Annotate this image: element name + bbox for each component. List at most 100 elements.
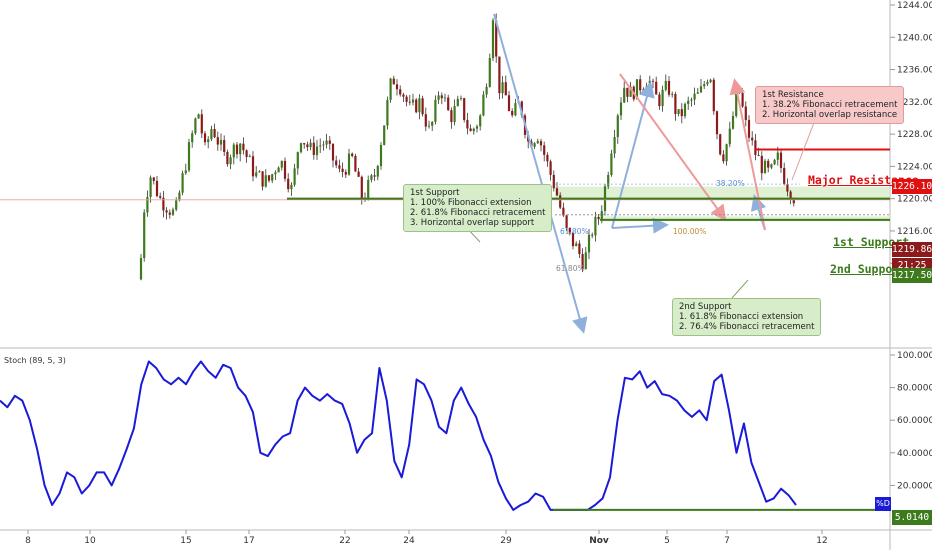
candle-body <box>239 143 242 155</box>
time-tick-label: 12 <box>816 536 827 546</box>
candle-body <box>498 56 501 94</box>
candle-body <box>354 155 357 172</box>
candle-body <box>447 97 450 111</box>
candle-body <box>491 20 495 59</box>
time-tick-label: 5 <box>664 536 670 546</box>
candle-body <box>184 170 187 174</box>
candle-body <box>619 102 623 116</box>
candle-body <box>165 210 168 213</box>
candle-body <box>213 128 216 138</box>
candle-body <box>271 174 274 181</box>
annotation-title: 2nd Support <box>679 302 732 312</box>
annotation-line: 1. 61.8% Fibonacci extension <box>679 312 804 322</box>
candle-body <box>341 168 344 172</box>
candle-body <box>655 81 658 95</box>
candle-body <box>245 150 248 157</box>
annotation-line: 2. 76.4% Fibonacci retracement <box>679 322 815 332</box>
candle-body <box>703 84 706 87</box>
candle-body <box>667 80 671 95</box>
candle-body <box>370 175 373 180</box>
axes: 1244.00 1240.00 1236.00 1232.00 1228.00 1224.… <box>25 1 932 546</box>
candle-body <box>571 232 575 247</box>
candle-body <box>283 160 287 179</box>
price-levels <box>0 119 890 299</box>
candle-body <box>402 94 405 97</box>
second-support-label: 2nd Support <box>830 262 907 276</box>
second-support-price-tag: 1217.50 <box>892 268 932 283</box>
candle-body <box>747 119 751 138</box>
candle-body <box>539 141 543 146</box>
fib-label: 100.00% <box>673 227 706 236</box>
candle-body <box>504 82 507 96</box>
candle-body <box>392 78 395 85</box>
candle-body <box>223 140 226 152</box>
candle-body <box>687 100 690 104</box>
annotation-line: 1. 38.2% Fibonacci retracement <box>762 100 898 110</box>
stoch-tick-label: 40.0000 <box>897 449 932 459</box>
time-tick-label: 29 <box>500 536 512 546</box>
candle-body <box>437 95 440 100</box>
candle-body <box>319 145 322 147</box>
candle-body <box>751 137 754 141</box>
stoch-line <box>0 360 890 511</box>
annotation-line: 1. 100% Fibonacci extension <box>410 198 532 208</box>
candle-body <box>543 145 546 155</box>
candle-body <box>507 95 511 111</box>
candle-body <box>616 115 619 138</box>
candle-body <box>261 171 264 187</box>
candle-body <box>706 82 709 85</box>
candle-body <box>315 146 319 155</box>
candle-body <box>584 252 587 269</box>
candle-body <box>277 167 280 173</box>
candle-body <box>754 140 757 155</box>
candle-body <box>146 196 149 213</box>
candle-body <box>719 134 722 155</box>
candle-body <box>306 144 309 148</box>
candle-body <box>155 180 159 197</box>
stoch-tick-label: 20.0000 <box>897 481 932 491</box>
annotation-pointer <box>731 279 749 299</box>
candle-body <box>258 171 261 173</box>
annotation-title: 1st Resistance <box>762 90 824 100</box>
candle-body <box>389 78 392 100</box>
second-support-annotation: 2nd Support 1. 61.8% Fibonacci extension… <box>672 298 822 336</box>
candle-body <box>495 20 498 57</box>
time-tick-label: 17 <box>243 536 254 546</box>
candle-body <box>194 118 197 134</box>
candle-body <box>555 188 559 196</box>
time-tick-label: 15 <box>180 536 191 546</box>
candle-body <box>533 143 536 147</box>
candle-body <box>232 144 235 158</box>
price-tick-label: 1232.00 <box>897 98 932 108</box>
candle-body <box>511 110 514 116</box>
candle-body <box>626 87 629 97</box>
candle-body <box>645 86 648 90</box>
annotation-line: 2. Horizontal overlap resistance <box>762 110 898 120</box>
candle-body <box>779 152 783 168</box>
candle-body <box>731 115 735 129</box>
candle-body <box>786 184 789 192</box>
candle-body <box>693 93 696 100</box>
candle-body <box>792 199 795 204</box>
candle-body <box>415 99 418 113</box>
annotation-line: 2. 61.8% Fibonacci retracement <box>410 208 546 218</box>
fib-arrow <box>611 217 669 234</box>
candle-body <box>562 207 565 216</box>
candle-body <box>178 192 181 201</box>
candle-body <box>696 92 699 94</box>
candle-body <box>767 160 770 168</box>
time-tick-label: 10 <box>84 536 96 546</box>
candle-body <box>735 89 738 116</box>
candle-body <box>351 153 354 156</box>
candle-body <box>431 121 434 126</box>
candle-body <box>773 159 776 165</box>
candle-body <box>671 93 674 95</box>
candle-body <box>738 89 741 94</box>
candle-body <box>421 98 424 115</box>
candle-body <box>783 167 786 185</box>
candle-body <box>757 154 760 156</box>
candle-body <box>610 153 613 175</box>
candle-body <box>575 243 578 247</box>
candle-body <box>181 173 184 193</box>
